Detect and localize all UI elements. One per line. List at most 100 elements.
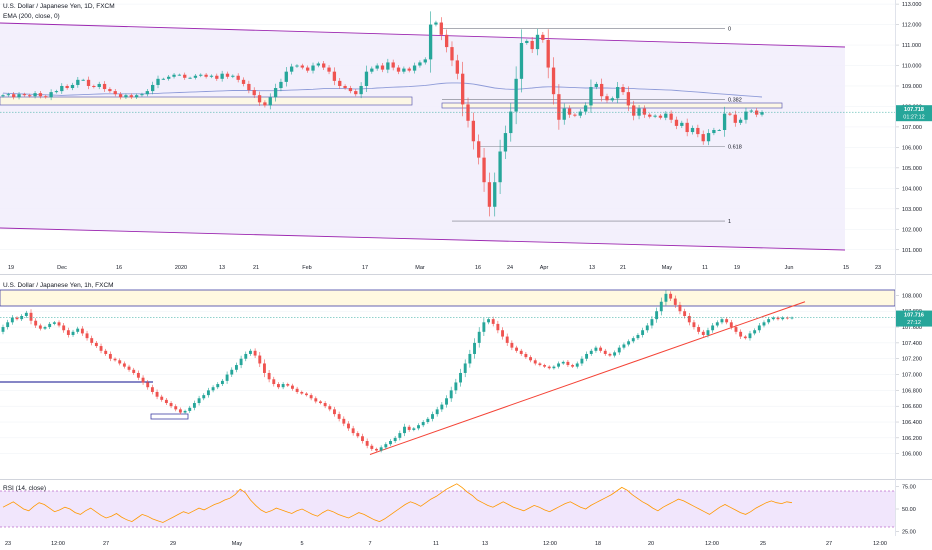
daily-candle <box>92 85 96 88</box>
hourly-candle <box>398 433 402 438</box>
daily-last-price: 107.718 <box>904 107 924 113</box>
hourly-candle <box>729 322 733 328</box>
hourly-candle <box>356 433 360 437</box>
daily-candle <box>289 66 294 72</box>
hourly-candle <box>286 384 290 386</box>
hourly-candle <box>225 374 229 381</box>
hourly-candle <box>585 353 589 359</box>
daily-candle <box>193 75 198 78</box>
channel-upper-line[interactable] <box>0 22 846 48</box>
daily-time-tick-label: 23 <box>875 265 881 271</box>
daily-candle <box>519 42 524 79</box>
hourly-candle <box>617 347 621 353</box>
fibonacci-levels[interactable]: 0 0.382 0.618 1 <box>442 27 742 225</box>
daily-candle <box>717 130 721 131</box>
channel-lower-line[interactable] <box>0 227 846 251</box>
hourly-small-box[interactable] <box>150 413 189 420</box>
hourly-candle <box>403 426 406 434</box>
rsi-line[interactable] <box>2 483 793 523</box>
hourly-candle <box>52 322 56 324</box>
daily-candle <box>231 75 235 77</box>
daily-candle <box>461 73 465 105</box>
daily-candle <box>701 134 705 142</box>
hourly-candle <box>557 363 561 367</box>
hourly-candle <box>389 441 392 445</box>
rsi-tick-label: 25.00 <box>902 530 916 536</box>
hourly-candle <box>361 436 364 442</box>
daily-candle <box>81 79 85 81</box>
hourly-candle <box>188 407 192 411</box>
daily-price-tick-label: 109.000 <box>902 84 922 90</box>
daily-price-tick-label: 110.000 <box>902 64 921 70</box>
hourly-time-tick-label: May <box>232 541 243 547</box>
hourly-price-tick-label: 108.000 <box>902 293 922 299</box>
hourly-candle <box>426 418 430 423</box>
daily-price-axis[interactable]: 113.000112.000111.000110.000109.000108.0… <box>895 2 932 254</box>
hourly-candle <box>234 365 238 370</box>
daily-candle <box>482 157 486 183</box>
hourly-candle <box>664 293 668 302</box>
daily-candle <box>332 71 337 81</box>
hourly-price-axis[interactable]: 108.000107.800107.600107.400107.200107.0… <box>895 293 932 458</box>
daily-candle <box>247 83 251 91</box>
daily-candle <box>113 91 117 95</box>
daily-candle <box>327 67 331 72</box>
ascending-trendline[interactable] <box>369 301 806 455</box>
ema-200-line[interactable] <box>2 82 763 98</box>
rsi-band <box>0 491 895 527</box>
daily-candle <box>118 94 123 98</box>
daily-candle <box>343 85 347 89</box>
hourly-candle <box>71 331 75 335</box>
hourly-candle <box>57 322 61 326</box>
ema-indicator-label[interactable]: EMA (200, close, 0) <box>3 13 60 20</box>
hourly-candles <box>1 290 794 453</box>
hourly-price-tick-label: 106.600 <box>902 404 922 410</box>
daily-candle <box>1 95 5 97</box>
hourly-candle <box>122 363 126 367</box>
daily-candle <box>471 120 476 142</box>
hourly-candle <box>753 330 757 334</box>
daily-range-box[interactable] <box>441 102 783 109</box>
hourly-candle <box>692 322 696 328</box>
daily-price-tick-label: 103.000 <box>902 207 922 213</box>
hourly-candle <box>440 404 444 410</box>
hourly-time-axis[interactable]: 23 12:00 27 29 May 5 7 11 13 12:00 18 20 12:00 25 27 12… <box>5 541 887 547</box>
daily-candle <box>514 78 518 112</box>
hourly-candle <box>80 328 84 334</box>
hourly-candle <box>776 317 780 320</box>
hourly-chart-pane[interactable]: U.S. Dollar / Japanese Yen, 1h, FXCM <box>0 282 896 455</box>
rsi-title[interactable]: RSI (14, close) <box>3 485 46 492</box>
hourly-candle <box>34 320 38 326</box>
daily-time-tick-label: 16 <box>475 265 481 271</box>
hourly-candle <box>62 325 66 331</box>
daily-countdown: 01:27:12 <box>903 115 924 121</box>
daily-candle <box>220 73 224 79</box>
daily-candle <box>525 40 529 43</box>
daily-channel-fill <box>0 23 845 250</box>
hourly-candle <box>519 350 523 354</box>
hourly-candle <box>277 384 280 388</box>
daily-candle <box>407 68 411 71</box>
hourly-candle <box>38 325 42 329</box>
hourly-price-tick-label: 106.800 <box>902 388 922 394</box>
daily-time-axis[interactable]: 19 Dec 16 2020 13 21 Feb 17 Mar 16 24 Apr 13 21 May 11 1… <box>8 265 881 271</box>
hourly-chart-title: U.S. Dollar / Japanese Yen, 1h, FXCM <box>3 282 114 289</box>
hourly-candle <box>132 369 136 373</box>
daily-candle <box>375 65 379 69</box>
hourly-supply-box[interactable] <box>0 289 896 307</box>
hourly-candle <box>683 311 687 316</box>
fib-level-label: 1 <box>728 219 731 225</box>
hourly-candle <box>622 344 626 348</box>
hourly-candle <box>468 353 472 364</box>
daily-resistance-box[interactable] <box>0 96 413 106</box>
rsi-axis[interactable]: 75.00 50.00 25.00 <box>895 485 916 536</box>
rsi-pane[interactable]: RSI (14, close) <box>0 483 895 528</box>
hourly-candle <box>253 350 257 356</box>
hourly-price-tick-label: 107.400 <box>902 341 922 347</box>
daily-candle <box>551 67 556 95</box>
daily-chart-pane[interactable]: 0 0.382 0.618 1 U.S. Dollar / Japanese Yen,… <box>0 0 895 260</box>
daily-time-tick-label: 13 <box>219 265 225 271</box>
daily-candle <box>664 113 668 118</box>
hourly-candle <box>85 333 89 339</box>
